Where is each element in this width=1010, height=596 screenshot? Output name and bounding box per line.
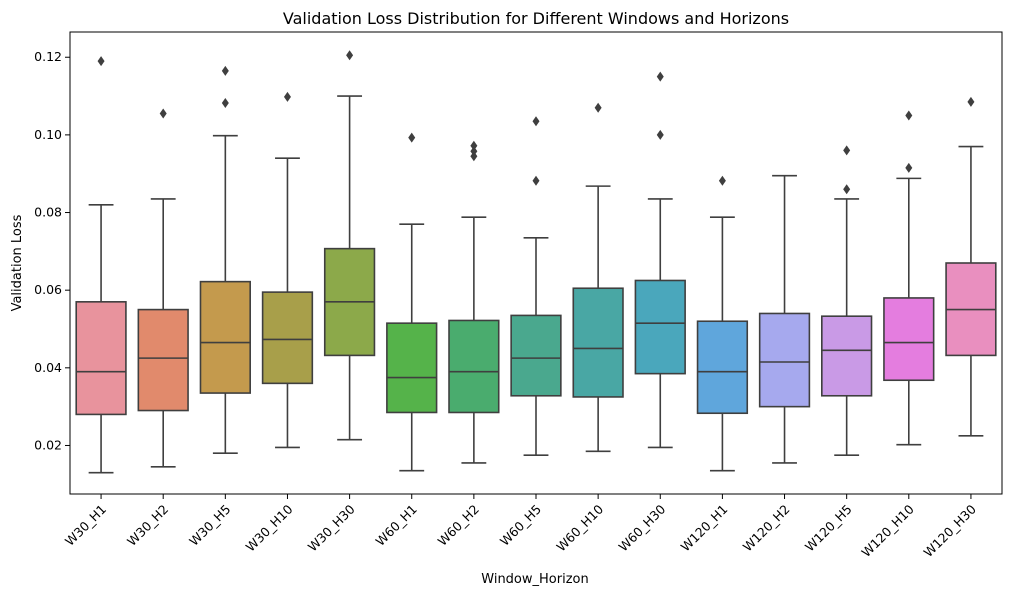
iqr-box [386, 322, 438, 414]
plot-area [75, 50, 997, 474]
iqr-box [199, 280, 251, 394]
iqr-box [510, 314, 562, 397]
x-tick-label: W60_H5 [497, 502, 544, 549]
x-tick-label: W30_H10 [243, 501, 296, 554]
box-W60_H30 [634, 71, 686, 449]
x-tick-label: W120_H30 [921, 501, 980, 560]
outlier-point [843, 184, 851, 195]
x-axis: W30_H1 W30_H2 W30_H5 W30_H10 W30_H30 W60_H1 W6… [62, 494, 979, 560]
box-W30_H30 [323, 50, 376, 441]
iqr-box [75, 301, 127, 416]
y-tick-label: 0.10 [34, 127, 62, 142]
box-W30_H5 [199, 65, 251, 455]
outlier-point [470, 140, 478, 151]
x-tick-label: W30_H2 [124, 502, 171, 549]
iqr-box [821, 315, 873, 397]
outlier-point [408, 132, 416, 143]
box-W120_H1 [696, 175, 749, 472]
outlier-point [346, 50, 354, 61]
y-tick-label: 0.08 [34, 205, 62, 220]
box-W120_H2 [758, 174, 811, 464]
box-W60_H5 [510, 116, 562, 456]
outlier-point [905, 162, 913, 173]
outlier-point [718, 175, 726, 186]
outlier-point [159, 108, 167, 119]
iqr-box [758, 312, 811, 408]
x-tick-label: W60_H2 [435, 502, 482, 549]
iqr-box [883, 297, 935, 382]
box-W120_H10 [883, 110, 935, 446]
x-tick-label: W30_H30 [305, 501, 358, 554]
x-tick-label: W120_H1 [678, 502, 731, 555]
box-W120_H30 [945, 96, 997, 437]
x-tick-label: W120_H10 [858, 501, 917, 560]
x-tick-label: W60_H10 [553, 501, 606, 554]
outlier-point [843, 145, 851, 156]
y-axis: 0.02 0.04 0.06 0.08 0.10 0.12 [34, 49, 70, 452]
y-axis-label: Validation Loss [10, 214, 25, 311]
outlier-point [470, 146, 478, 157]
iqr-box [448, 319, 500, 414]
box-W60_H1 [386, 132, 438, 472]
outlier-point [283, 91, 291, 102]
box-W30_H10 [261, 91, 314, 449]
x-tick-label: W30_H1 [62, 502, 109, 549]
iqr-box [137, 308, 189, 412]
iqr-box [634, 279, 686, 375]
box-W30_H1 [75, 56, 127, 474]
outlier-point [656, 129, 664, 140]
box-W60_H10 [572, 102, 624, 453]
outlier-point [532, 116, 540, 127]
iqr-box [572, 287, 624, 398]
outlier-point [656, 71, 664, 82]
x-tick-label: W120_H2 [740, 502, 793, 555]
outlier-point [967, 96, 975, 107]
chart-title: Validation Loss Distribution for Differe… [283, 9, 789, 28]
outlier-point [97, 56, 105, 67]
outlier-point [532, 175, 540, 186]
x-tick-label: W120_H5 [802, 502, 855, 555]
box-W120_H5 [821, 145, 873, 456]
iqr-box [261, 291, 314, 385]
outlier-point [470, 151, 478, 162]
outlier-point [905, 110, 913, 121]
y-tick-label: 0.04 [34, 360, 62, 375]
outlier-point [221, 65, 229, 76]
outlier-point [221, 98, 229, 109]
y-tick-label: 0.02 [34, 437, 62, 452]
x-tick-label: W60_H1 [373, 502, 420, 549]
x-axis-label: Window_Horizon [481, 572, 588, 587]
y-tick-label: 0.12 [34, 49, 62, 64]
iqr-box [696, 320, 749, 415]
box-W60_H2 [448, 140, 500, 464]
x-tick-label: W60_H30 [615, 501, 668, 554]
x-tick-label: W30_H5 [186, 502, 233, 549]
y-tick-label: 0.06 [34, 282, 62, 297]
outlier-point [594, 102, 602, 113]
box-W30_H2 [137, 108, 189, 468]
